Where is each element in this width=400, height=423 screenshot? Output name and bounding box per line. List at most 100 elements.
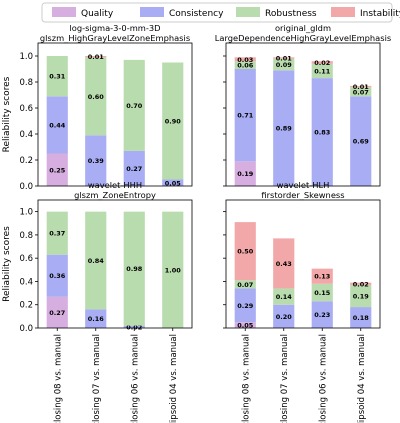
- data-label: 0.09: [276, 61, 293, 69]
- x-tick-label: closing 06 vs. manual: [130, 334, 140, 423]
- bar-segment-robustness: [311, 283, 333, 302]
- bar-segment-consistency: [350, 307, 372, 328]
- panel-title-line-1: wavelet-HHH: [88, 180, 142, 190]
- bar-segment-robustness: [123, 59, 145, 151]
- bar-segment-instability: [350, 282, 372, 285]
- x-tick-label: closing 07 vs. manual: [92, 334, 102, 423]
- bar-segment-robustness: [85, 57, 107, 136]
- bar-segment-instability: [234, 57, 256, 62]
- bar-segment-consistency: [85, 309, 107, 328]
- data-label: 0.27: [126, 165, 142, 173]
- data-label: 0.02: [126, 323, 142, 331]
- legend: Quality Consistency Robustness Instability: [41, 2, 400, 23]
- data-label: 0.50: [237, 248, 254, 256]
- data-label: 0.23: [314, 311, 330, 319]
- y-tick-label: 0.2: [19, 301, 33, 311]
- panel-title-line-1: original_gldm: [275, 23, 331, 33]
- bar-segment-consistency: [85, 135, 107, 186]
- bar-segment-consistency: [162, 179, 184, 186]
- legend-label-robustness: Robustness: [265, 9, 317, 19]
- data-label: 0.15: [314, 289, 331, 297]
- legend-frame: [41, 2, 393, 23]
- data-label: 0.03: [237, 56, 253, 64]
- y-tick-label: 0.8: [19, 231, 33, 241]
- data-label: 0.69: [353, 138, 370, 146]
- chart-panel-1: log-sigma-3-0-mm-3Dglszm_HighGrayLevelZo…: [2, 23, 193, 192]
- data-label: 0.83: [314, 129, 330, 137]
- bar-segment-robustness: [234, 280, 256, 289]
- x-tick-label: ellipsoid 04 vs. manual: [169, 334, 179, 423]
- data-label: 0.31: [49, 73, 66, 81]
- data-label: 0.02: [353, 280, 369, 288]
- bar-segment-robustness: [46, 56, 68, 97]
- panel-title-line-2: glszm_HighGrayLevelZoneEmphasis: [40, 33, 190, 43]
- x-tick-label: closing 07 vs. manual: [280, 334, 290, 423]
- legend-label-consistency: Consistency: [169, 9, 224, 19]
- data-label: 0.70: [126, 102, 143, 110]
- data-label: 0.71: [237, 112, 254, 120]
- bar-segment-robustness: [273, 288, 295, 305]
- axes-frame: [37, 42, 193, 187]
- data-label: 1.00: [165, 266, 182, 274]
- y-tick-label: 1.0: [19, 208, 33, 218]
- bar-segment-robustness: [46, 211, 68, 255]
- bar-segment-instability: [311, 268, 333, 284]
- bar-segment-quality: [46, 296, 68, 328]
- axes-frame: [37, 199, 193, 329]
- panel-title-line-1: log-sigma-3-0-mm-3D: [69, 23, 160, 33]
- axes-frame: [225, 199, 381, 329]
- x-tick-label: closing 08 vs. manual: [53, 334, 63, 423]
- bar-segment-robustness: [350, 87, 372, 97]
- bar-segment-consistency: [273, 70, 295, 186]
- bar-segment-consistency: [234, 69, 256, 162]
- data-label: 0.05: [165, 179, 182, 187]
- data-label: 0.20: [276, 313, 293, 321]
- bar-segment-consistency: [311, 78, 333, 186]
- chart-panel-2: original_gldmLargeDependenceHighGrayLeve…: [215, 23, 391, 187]
- data-label: 0.13: [314, 273, 330, 281]
- bar-segment-robustness: [311, 63, 333, 79]
- legend-swatch-robustness: [236, 7, 260, 17]
- bar-segment-consistency: [311, 301, 333, 328]
- bar-segment-quality: [234, 322, 256, 328]
- bar-segment-quality: [234, 161, 256, 186]
- data-label: 0.44: [49, 121, 66, 129]
- legend-label-quality: Quality: [81, 9, 114, 19]
- bar-segment-consistency: [123, 325, 145, 328]
- y-tick-label: 0.4: [19, 130, 33, 140]
- data-label: 0.89: [276, 125, 293, 133]
- y-axis-label: Reliability scores: [2, 226, 12, 302]
- y-tick-label: 0.4: [19, 277, 33, 287]
- data-label: 0.19: [237, 170, 254, 178]
- bar-segment-consistency: [234, 288, 256, 323]
- x-tick-label: closing 08 vs. manual: [241, 334, 251, 423]
- bar-segment-instability: [273, 57, 295, 59]
- panel-title-line-2: glszm_ZoneEntropy: [74, 190, 156, 200]
- data-label: 0.39: [88, 157, 105, 165]
- bar-segment-consistency: [350, 96, 372, 186]
- panel-title-line-2: LargeDependenceHighGrayLevelEmphasis: [215, 33, 391, 43]
- legend-label-instability: Instability: [360, 9, 400, 19]
- x-tick-label: closing 06 vs. manual: [318, 334, 328, 423]
- bar-segment-robustness: [234, 61, 256, 69]
- axes-frame: [225, 42, 381, 187]
- bar-segment-robustness: [85, 211, 107, 310]
- y-axis-label: Reliability scores: [2, 76, 12, 152]
- legend-swatch-consistency: [140, 7, 164, 17]
- bar-segment-robustness: [162, 62, 184, 180]
- bar-segment-quality: [46, 153, 68, 186]
- data-label: 0.43: [276, 260, 292, 268]
- bar-segment-robustness: [350, 284, 372, 308]
- bar-segment-instability: [85, 56, 107, 58]
- bar-segment-consistency: [46, 254, 68, 297]
- data-label: 0.90: [165, 118, 182, 126]
- y-tick-label: 0.2: [19, 156, 33, 166]
- data-label: 0.07: [237, 281, 253, 289]
- data-label: 0.36: [49, 272, 66, 280]
- y-tick-label: 1.0: [19, 52, 33, 62]
- data-label: 0.25: [49, 166, 66, 174]
- data-label: 0.07: [353, 88, 369, 96]
- bar-segment-consistency: [123, 150, 145, 186]
